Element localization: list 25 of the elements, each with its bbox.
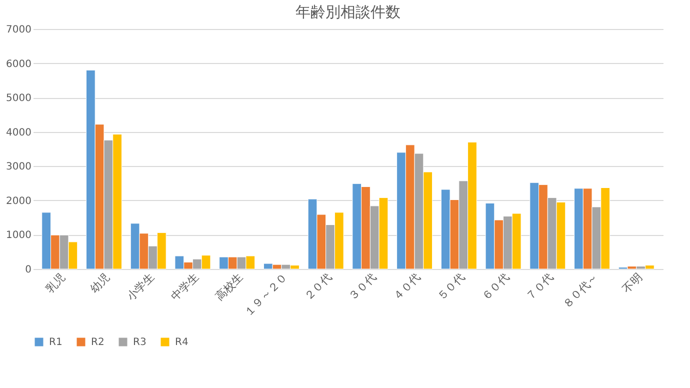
x-tick-label: 中学生 xyxy=(168,270,202,304)
y-tick-label: 3000 xyxy=(6,162,32,173)
legend-label: R4 xyxy=(175,337,188,348)
x-tick-label: ６０代 xyxy=(479,270,512,304)
legend-label: R3 xyxy=(133,337,146,348)
x-tick-label: 乳児 xyxy=(43,270,68,296)
y-tick-label: 4000 xyxy=(6,127,32,138)
x-tick-label: ５０代 xyxy=(434,270,468,304)
y-tick-label: 1000 xyxy=(6,230,32,242)
y-tick-label: 2000 xyxy=(6,196,32,207)
legend-label: R2 xyxy=(91,337,104,348)
y-tick-label: 0 xyxy=(25,264,32,276)
y-tick-label: 6000 xyxy=(6,58,32,70)
y-tick-label: 7000 xyxy=(6,24,32,36)
chart-title: 年齢別相談件数 xyxy=(296,3,400,21)
x-tick-label: ２０代 xyxy=(302,270,334,304)
x-tick-label: ８０代～ xyxy=(560,270,600,312)
x-tick-label: ３０代 xyxy=(346,270,379,304)
y-tick-label: 5000 xyxy=(6,93,32,104)
legend-label: R1 xyxy=(49,337,62,348)
x-tick-label: ４０代 xyxy=(390,270,424,304)
x-tick-label: 小学生 xyxy=(124,270,157,304)
x-tick-label: 不明 xyxy=(620,270,645,296)
x-tick-label: 幼児 xyxy=(88,270,112,296)
x-tick-label: ７０代 xyxy=(524,270,556,304)
